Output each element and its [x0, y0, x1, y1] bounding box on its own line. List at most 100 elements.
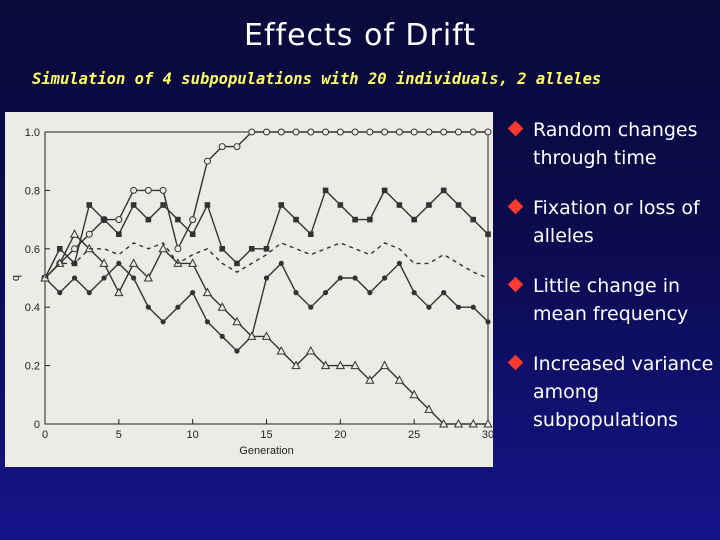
data-point — [234, 260, 240, 267]
y-tick-label: 1.0 — [25, 127, 40, 139]
data-point — [470, 304, 476, 310]
data-point — [278, 260, 284, 266]
data-point — [337, 202, 344, 208]
bullet-list: Random changes through time Fixation or … — [507, 116, 718, 456]
data-point — [453, 418, 464, 428]
data-point — [145, 304, 151, 310]
data-point — [160, 319, 166, 325]
data-point — [160, 202, 166, 208]
data-point — [69, 229, 80, 238]
data-point — [470, 216, 477, 223]
data-point — [219, 333, 225, 339]
data-point — [292, 128, 300, 136]
data-point — [143, 272, 154, 282]
data-point — [248, 246, 255, 252]
data-point — [202, 287, 213, 297]
data-point — [263, 128, 270, 136]
data-point — [71, 275, 78, 281]
data-point — [379, 360, 390, 370]
data-point — [218, 143, 226, 151]
slide-title: Effects of Drift — [244, 18, 476, 53]
data-point — [426, 304, 432, 310]
diamond-bullet-icon — [507, 354, 524, 371]
data-point — [382, 275, 388, 281]
data-point — [322, 128, 330, 136]
data-point — [441, 290, 447, 296]
data-point — [335, 360, 345, 370]
bullet-item: Little change in mean frequency — [507, 272, 718, 328]
data-point — [115, 216, 123, 224]
data-point — [189, 231, 196, 237]
diamond-bullet-icon — [507, 198, 524, 215]
data-point — [114, 287, 124, 297]
data-point — [469, 128, 477, 136]
x-tick-label: 10 — [187, 429, 199, 441]
data-point — [308, 231, 314, 237]
bullet-text: Random changes through time — [533, 119, 698, 169]
data-point — [396, 202, 403, 208]
data-point — [144, 186, 152, 194]
data-point — [116, 260, 122, 266]
drift-line-chart: 0 0.2 0.4 0.6 0.8 1.0 0 5 10 15 20 25 30 Generation q — [10, 127, 493, 457]
data-point — [411, 290, 417, 296]
diamond-bullet-icon — [507, 120, 524, 137]
data-point — [484, 128, 492, 136]
data-point — [322, 290, 329, 296]
bullet-text: Increased variance among subpopulations — [533, 353, 714, 431]
data-point — [99, 258, 109, 267]
data-point — [85, 230, 93, 238]
data-point — [261, 331, 272, 340]
data-point — [366, 128, 374, 136]
data-point — [381, 187, 388, 194]
y-axis-label: q — [10, 275, 22, 281]
y-tick-label: 0.6 — [25, 244, 40, 256]
data-point — [410, 128, 418, 136]
x-tick-label: 0 — [42, 429, 48, 441]
data-point — [232, 316, 242, 326]
data-point — [263, 246, 270, 252]
data-point — [394, 375, 405, 384]
data-point — [130, 202, 137, 208]
y-tick-label: 0 — [34, 419, 40, 431]
data-point — [56, 246, 63, 252]
data-point — [365, 375, 375, 384]
data-point — [234, 348, 240, 354]
x-tick-label: 15 — [260, 429, 272, 441]
data-point — [322, 187, 329, 194]
data-point — [439, 418, 449, 428]
data-point — [440, 128, 448, 136]
data-point — [351, 128, 359, 136]
series-line-1 — [44, 131, 488, 279]
data-point — [409, 389, 419, 399]
data-point — [367, 216, 373, 223]
series-line-4 — [44, 233, 488, 425]
data-point — [455, 202, 462, 208]
data-point — [337, 275, 343, 281]
data-point — [336, 128, 344, 136]
data-point — [307, 128, 315, 136]
data-point — [440, 187, 447, 194]
data-point — [247, 331, 257, 340]
bullet-item: Random changes through time — [507, 116, 718, 172]
data-point — [175, 304, 181, 310]
data-point — [116, 231, 122, 237]
data-point — [306, 345, 316, 355]
y-tick-label: 0.4 — [25, 302, 40, 314]
data-point — [367, 290, 373, 296]
data-point — [278, 202, 285, 208]
data-point — [320, 360, 331, 370]
x-tick-label: 20 — [334, 429, 346, 441]
data-point — [277, 128, 285, 136]
data-point — [128, 258, 139, 267]
data-point — [483, 418, 493, 428]
data-point — [57, 290, 63, 296]
x-tick-label: 5 — [116, 429, 122, 441]
data-point — [86, 202, 93, 208]
data-point — [426, 202, 432, 208]
data-point — [425, 128, 433, 136]
data-point — [174, 245, 182, 253]
data-point — [233, 143, 241, 151]
data-point — [188, 258, 198, 267]
bullet-text: Little change in mean frequency — [533, 275, 689, 325]
data-point — [395, 128, 403, 136]
